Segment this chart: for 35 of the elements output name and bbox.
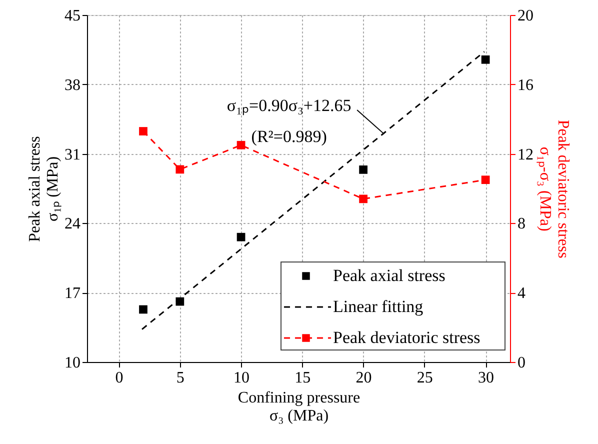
point <box>359 194 368 204</box>
point <box>139 305 148 314</box>
y-tick-label: 17 <box>64 285 80 302</box>
point <box>176 165 184 174</box>
y2-tick-label: 4 <box>518 285 526 302</box>
y2-tick-label: 20 <box>518 8 534 24</box>
x-tick-label: 5 <box>176 370 184 386</box>
x-tick-label: 0 <box>115 370 124 386</box>
y-tick-label: 24 <box>64 216 80 233</box>
y2-tick-label: 0 <box>518 354 526 372</box>
y2-tick-label: 8 <box>518 216 526 233</box>
point <box>481 55 490 64</box>
annotation: σ₁ₚ=0.90σ₃+12.65 (R²=0.989) <box>226 96 352 146</box>
x-axis-title: Confining pressure σ₃ (MPa) <box>238 390 360 424</box>
x-tick-label: 10 <box>234 370 250 386</box>
legend-label: Peak axial stress <box>333 266 446 285</box>
point <box>236 140 246 150</box>
y-tick-label: 10 <box>64 354 80 372</box>
legend-label: Peak deviatoric stress <box>333 328 480 347</box>
y-tick-label: 45 <box>64 8 80 24</box>
x-tick-label: 25 <box>416 370 433 386</box>
y-axis-title: Peak axial stress σ₁ₚ (MPa) <box>26 136 62 242</box>
point <box>481 176 490 184</box>
x-tick-label: 30 <box>478 370 494 386</box>
point <box>359 165 368 174</box>
y-tick-label: 31 <box>64 146 80 164</box>
point <box>139 127 148 136</box>
y2-tick-label: 16 <box>518 76 534 94</box>
y-tick-label: 38 <box>64 76 80 94</box>
x-tick-label: 20 <box>356 370 372 386</box>
x-tick-label: 15 <box>294 370 311 386</box>
point <box>236 232 246 242</box>
y2-tick-label: 12 <box>518 146 534 164</box>
y2-axis-title: Peak deviatoric stress σ₁ₚ-σ₃ (MPa) <box>536 120 572 258</box>
legend-label: Linear fitting <box>333 297 424 316</box>
